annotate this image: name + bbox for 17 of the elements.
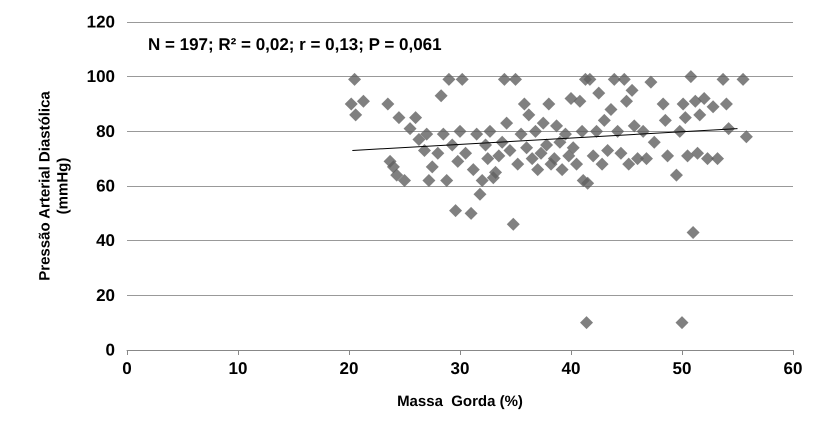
y-tick-label: 60 bbox=[96, 176, 115, 196]
x-tick-label: 20 bbox=[340, 359, 358, 378]
x-tick-label: 30 bbox=[450, 359, 470, 378]
y-tick-label: 20 bbox=[96, 286, 115, 305]
x-axis-title: Massa Gorda (%) bbox=[397, 393, 523, 410]
x-tick-label: 10 bbox=[228, 359, 248, 378]
x-tick-label: 60 bbox=[784, 359, 802, 378]
x-tick-label: 0 bbox=[122, 359, 132, 378]
x-tick-label: 50 bbox=[672, 359, 692, 378]
y-axis-title: Pressão Arterial Diastólica (mmHg) bbox=[36, 90, 72, 281]
y-tick-label: 80 bbox=[96, 122, 115, 141]
annotation: N = 197; R² = 0,02; r = 0,13; P = 0,061 bbox=[148, 35, 442, 54]
y-tick-label: 0 bbox=[106, 340, 115, 360]
x-tick-label: 40 bbox=[562, 359, 580, 378]
y-tick-label: 120 bbox=[86, 12, 115, 32]
y-tick-label: 100 bbox=[86, 67, 115, 86]
y-tick-label: 40 bbox=[96, 231, 115, 250]
